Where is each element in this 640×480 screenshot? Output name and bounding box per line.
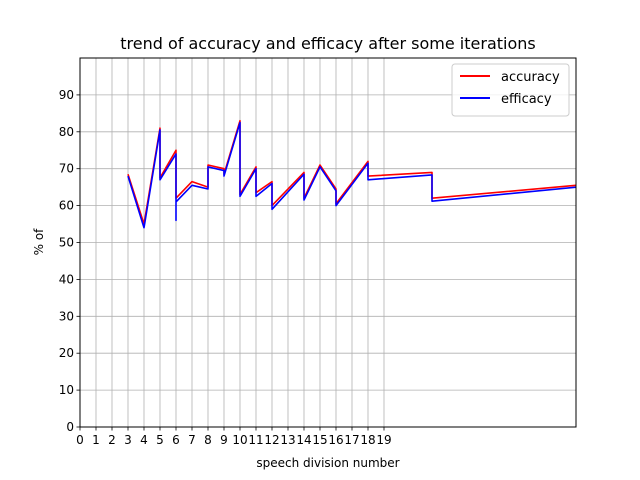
y-tick-label: 80 (59, 125, 74, 139)
x-tick-label: 12 (264, 433, 279, 447)
y-axis-label: % of (32, 228, 46, 256)
legend-label-accuracy: accuracy (501, 70, 560, 85)
x-tick-label: 0 (76, 433, 84, 447)
series-line-efficacy (127, 121, 577, 229)
x-tick-label: 19 (376, 433, 391, 447)
y-tick-label: 40 (59, 272, 74, 286)
series-lines (127, 119, 577, 229)
y-tick-label: 10 (59, 383, 74, 397)
x-tick-label: 7 (188, 433, 196, 447)
x-tick-label: 13 (280, 433, 295, 447)
y-tick-label: 30 (59, 309, 74, 323)
x-tick-label: 8 (204, 433, 212, 447)
x-tick-label: 10 (232, 433, 247, 447)
x-tick-label: 6 (172, 433, 180, 447)
legend: accuracy efficacy (451, 63, 570, 117)
x-tick-label: 1 (92, 433, 100, 447)
y-tick-label: 70 (59, 162, 74, 176)
x-tick-label: 18 (360, 433, 375, 447)
y-tick-label: 0 (66, 420, 74, 434)
y-tick-label: 20 (59, 346, 74, 360)
y-axis-ticks: 0 10 20 30 40 50 60 70 80 90 (59, 88, 80, 434)
x-axis-label: speech division number (256, 456, 399, 470)
grid (79, 58, 576, 428)
legend-label-efficacy: efficacy (501, 92, 552, 107)
chart-title: trend of accuracy and efficacy after som… (120, 34, 535, 53)
y-tick-label: 90 (59, 88, 74, 102)
x-tick-label: 11 (248, 433, 263, 447)
y-tick-label: 50 (59, 236, 74, 250)
x-tick-label: 14 (296, 433, 311, 447)
x-tick-label: 15 (312, 433, 327, 447)
x-tick-label: 5 (156, 433, 164, 447)
x-tick-label: 16 (328, 433, 343, 447)
x-tick-label: 17 (344, 433, 359, 447)
y-tick-label: 60 (59, 199, 74, 213)
x-axis-ticks: 0 1 2 3 4 5 6 7 8 9 10 11 12 13 14 15 16 17 18 19 (76, 427, 392, 447)
x-tick-label: 4 (140, 433, 148, 447)
x-tick-label: 3 (124, 433, 132, 447)
x-tick-label: 2 (108, 433, 116, 447)
x-tick-label: 9 (220, 433, 228, 447)
